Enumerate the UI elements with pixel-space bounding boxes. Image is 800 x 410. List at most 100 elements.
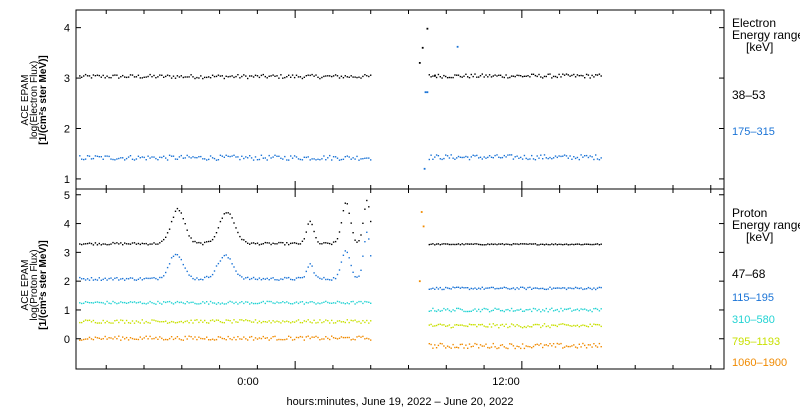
data-point [174, 158, 177, 160]
data-point [120, 319, 122, 321]
data-point [445, 347, 447, 349]
data-point [360, 158, 362, 160]
data-point [514, 325, 516, 328]
data-point [507, 308, 509, 311]
data-point [112, 338, 114, 340]
data-point [165, 157, 167, 159]
data-point [100, 76, 102, 78]
data-point [92, 279, 95, 281]
data-point [352, 271, 354, 273]
data-point [554, 346, 557, 348]
data-point [268, 339, 270, 341]
data-point [532, 287, 535, 289]
data-point [96, 279, 99, 281]
data-point [280, 278, 282, 280]
data-point [481, 244, 483, 246]
data-point [501, 287, 504, 289]
data-point [202, 77, 204, 80]
data-point [178, 76, 181, 78]
data-point [483, 244, 485, 246]
data-point [231, 217, 233, 219]
data-point [342, 254, 345, 256]
data-point [301, 159, 304, 161]
data-point [485, 308, 487, 310]
data-point [494, 154, 496, 157]
data-point [366, 319, 368, 322]
data-point [600, 325, 602, 328]
data-point [231, 155, 233, 157]
data-point [543, 244, 546, 246]
data-point [286, 277, 288, 279]
data-point [313, 336, 315, 338]
data-point [463, 156, 465, 159]
data-point [505, 309, 507, 311]
data-point [443, 288, 445, 291]
proton-ylabel-line3: [1/(cm²s ster MeV)] [38, 240, 49, 329]
data-point [297, 276, 300, 279]
data-point [474, 324, 476, 326]
data-point [178, 338, 181, 340]
data-point [303, 156, 305, 158]
data-point [217, 262, 220, 265]
data-point [223, 156, 225, 158]
data-point [159, 276, 161, 279]
data-point [317, 336, 319, 339]
data-point [352, 157, 354, 159]
data-point [467, 325, 469, 328]
data-point [459, 244, 462, 246]
data-point [84, 158, 87, 160]
electron-data-points [79, 27, 602, 170]
data-point [321, 321, 323, 324]
data-point [479, 156, 482, 158]
data-point [323, 301, 325, 303]
data-point [291, 321, 294, 323]
data-point [494, 243, 496, 245]
data-point [227, 301, 229, 304]
data-point [323, 321, 325, 323]
data-point [135, 76, 138, 78]
data-point [315, 322, 317, 324]
data-point [520, 347, 522, 350]
data-point [127, 243, 130, 245]
data-point [461, 343, 463, 345]
data-point [523, 287, 526, 289]
data-point [125, 302, 128, 304]
data-point [102, 319, 104, 322]
data-point [465, 325, 467, 327]
data-point [596, 287, 599, 289]
data-point [485, 287, 487, 289]
data-point [499, 74, 502, 76]
data-point [543, 323, 546, 325]
data-point [90, 158, 93, 160]
data-point [434, 310, 436, 312]
data-point [166, 159, 169, 161]
data-point [441, 77, 443, 79]
data-point [135, 302, 138, 304]
data-point [598, 159, 601, 161]
data-point [446, 155, 449, 157]
data-point [223, 322, 225, 324]
data-point [315, 237, 317, 239]
data-point [100, 301, 102, 304]
data-point [430, 323, 432, 326]
data-point [547, 311, 549, 313]
data-point [252, 242, 255, 244]
data-point [157, 278, 159, 281]
data-point [229, 155, 231, 158]
data-point [454, 158, 456, 160]
data-point [204, 241, 206, 244]
data-point [551, 307, 553, 309]
data-point [247, 301, 249, 303]
data-point [488, 347, 491, 349]
data-point [227, 335, 229, 338]
data-point [176, 254, 179, 256]
data-point [505, 347, 507, 349]
data-point [435, 286, 438, 289]
data-point [84, 279, 87, 281]
data-point [432, 307, 434, 310]
data-point [110, 337, 112, 339]
data-point [110, 302, 112, 305]
data-point [352, 320, 354, 322]
proton-legend-item-5: 1060–1900 [732, 357, 787, 369]
data-point [153, 277, 155, 279]
